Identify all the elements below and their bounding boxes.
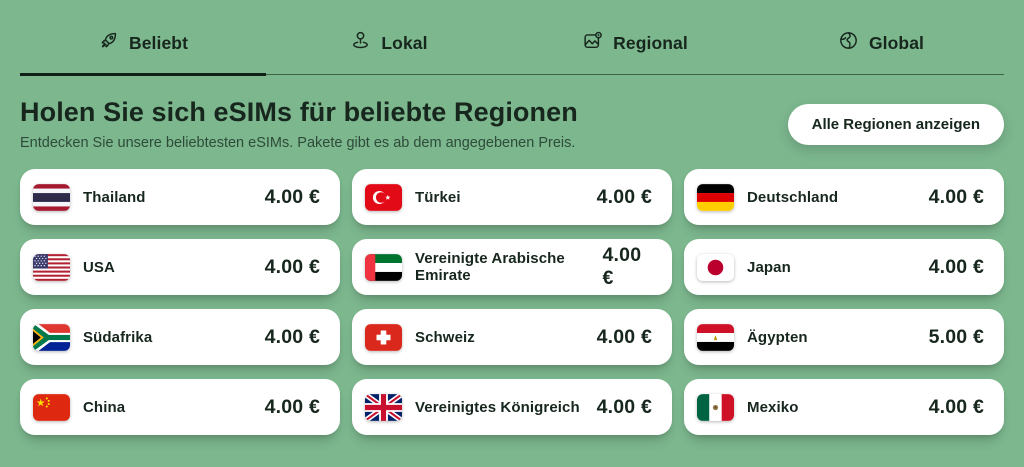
- country-name: Mexiko: [747, 398, 799, 416]
- country-card[interactable]: Türkei 4.00 €: [352, 169, 672, 225]
- country-price: 4.00 €: [264, 395, 320, 418]
- country-card[interactable]: Ägypten 5.00 €: [684, 309, 1004, 365]
- country-card[interactable]: Mexiko 4.00 €: [684, 379, 1004, 435]
- flag-ae-icon: [365, 253, 402, 281]
- page-subtitle: Entdecken Sie unsere beliebtesten eSIMs.…: [20, 135, 576, 151]
- heading-block: Holen Sie sich eSIMs für beliebte Region…: [20, 97, 578, 151]
- map-pin-icon: [350, 30, 371, 56]
- country-price: 4.00 €: [928, 185, 984, 208]
- country-price: 5.00 €: [928, 325, 984, 348]
- tab-label: Global: [868, 32, 925, 53]
- flag-tr-icon: [365, 183, 402, 211]
- country-card[interactable]: USA 4.00 €: [20, 239, 340, 295]
- country-price: 4.00 €: [264, 325, 320, 348]
- country-price: 4.00 €: [264, 255, 320, 278]
- country-price: 4.00 €: [928, 395, 984, 418]
- country-name: Türkei: [415, 188, 461, 206]
- country-name: Thailand: [83, 188, 146, 206]
- country-name: Südafrika: [83, 328, 153, 346]
- tab-global[interactable]: Global: [758, 0, 1004, 76]
- tab-label: Beliebt: [128, 32, 189, 53]
- flag-mx-icon: [697, 393, 734, 421]
- flag-us-icon: [33, 253, 70, 281]
- flag-za-icon: [33, 323, 70, 351]
- country-name: Schweiz: [415, 328, 475, 346]
- region-map-icon: [582, 30, 603, 56]
- country-name: Vereinigte Arabische Emirate: [415, 250, 565, 284]
- country-name: Deutschland: [747, 188, 839, 206]
- country-card[interactable]: Schweiz 4.00 €: [352, 309, 672, 365]
- country-card[interactable]: Südafrika 4.00 €: [20, 309, 340, 365]
- country-card[interactable]: China 4.00 €: [20, 379, 340, 435]
- flag-th-icon: [33, 183, 70, 211]
- country-name: Ägypten: [747, 328, 808, 346]
- tab-label: Lokal: [381, 32, 428, 53]
- section-header: Holen Sie sich eSIMs für beliebte Region…: [20, 97, 1004, 151]
- country-card[interactable]: Vereinigtes Königreich 4.00 €: [352, 379, 672, 435]
- country-price: 4.00 €: [596, 395, 652, 418]
- country-price: 4.00 €: [596, 325, 652, 348]
- tab-lokal[interactable]: Lokal: [266, 0, 512, 76]
- globe-icon: [838, 30, 859, 56]
- flag-gb-icon: [365, 393, 402, 421]
- flag-ch-icon: [365, 323, 402, 351]
- country-name: Vereinigtes Königreich: [415, 398, 580, 416]
- rocket-icon: [98, 30, 119, 56]
- country-name: Japan: [747, 258, 791, 276]
- country-card[interactable]: Deutschland 4.00 €: [684, 169, 1004, 225]
- flag-jp-icon: [697, 253, 734, 281]
- tab-beliebt[interactable]: Beliebt: [20, 0, 266, 76]
- country-card[interactable]: Thailand 4.00 €: [20, 169, 340, 225]
- country-card[interactable]: Japan 4.00 €: [684, 239, 1004, 295]
- country-name: China: [83, 398, 126, 416]
- flag-cn-icon: [33, 393, 70, 421]
- page-title: Holen Sie sich eSIMs für beliebte Region…: [20, 97, 578, 127]
- country-price: 4.00 €: [264, 185, 320, 208]
- tab-regional[interactable]: Regional: [512, 0, 758, 76]
- country-card[interactable]: Vereinigte Arabische Emirate 4.00 €: [352, 239, 672, 295]
- country-price: 4.00 €: [596, 185, 652, 208]
- category-tab-bar: Beliebt Lokal Regional: [20, 0, 1004, 76]
- flag-eg-icon: [697, 323, 734, 351]
- flag-de-icon: [697, 183, 734, 211]
- show-all-regions-button[interactable]: Alle Regionen anzeigen: [787, 103, 1004, 145]
- country-name: USA: [83, 258, 115, 276]
- country-grid: Thailand 4.00 € Türkei 4.00 € Deutschlan…: [20, 169, 1004, 435]
- country-price: 4.00 €: [602, 244, 642, 289]
- country-price: 4.00 €: [928, 255, 984, 278]
- tab-label: Regional: [613, 32, 688, 53]
